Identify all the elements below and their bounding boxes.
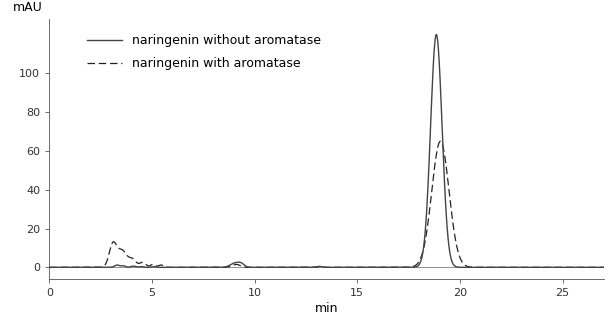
naringenin without aromatase <box>456 265 464 269</box>
Legend: naringenin without aromatase, naringenin with aromatase: naringenin without aromatase, naringenin… <box>83 30 325 74</box>
naringenin with aromatase <box>73 265 81 269</box>
naringenin with aromatase <box>456 257 464 261</box>
naringenin without aromatase <box>246 265 254 269</box>
naringenin without aromatase <box>374 265 381 269</box>
Text: mAU: mAU <box>14 1 43 14</box>
naringenin with aromatase <box>398 265 405 269</box>
naringenin without aromatase <box>432 33 440 36</box>
naringenin without aromatase <box>398 265 405 269</box>
Line: naringenin without aromatase: naringenin without aromatase <box>49 35 604 267</box>
Line: naringenin with aromatase: naringenin with aromatase <box>49 141 604 267</box>
naringenin without aromatase <box>46 265 53 269</box>
naringenin with aromatase <box>374 265 381 269</box>
naringenin with aromatase <box>46 265 53 269</box>
naringenin with aromatase <box>600 265 607 269</box>
naringenin without aromatase <box>600 265 607 269</box>
naringenin without aromatase <box>486 265 493 269</box>
naringenin with aromatase <box>437 139 444 143</box>
naringenin without aromatase <box>73 265 81 269</box>
X-axis label: min: min <box>315 302 338 315</box>
naringenin with aromatase <box>246 265 254 269</box>
naringenin with aromatase <box>486 265 493 269</box>
